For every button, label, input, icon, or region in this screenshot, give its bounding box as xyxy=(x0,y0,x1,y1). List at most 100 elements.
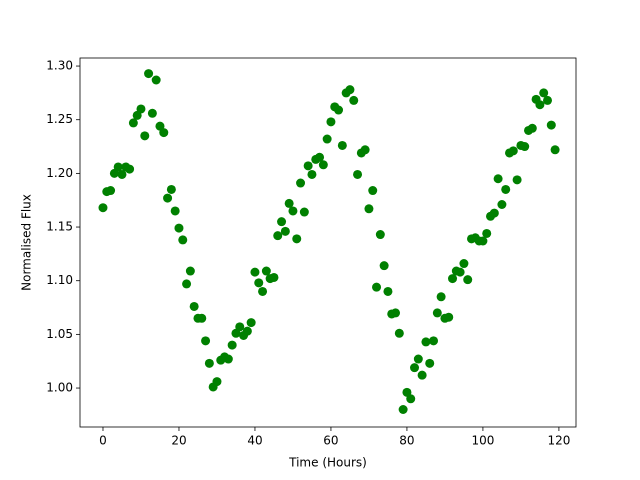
y-tick-label: 1.05 xyxy=(46,327,73,341)
data-point xyxy=(303,161,313,171)
data-point xyxy=(539,88,549,98)
data-point xyxy=(543,95,553,105)
data-point xyxy=(337,140,347,150)
data-point xyxy=(410,363,420,373)
data-point xyxy=(391,308,401,318)
data-point xyxy=(432,308,442,318)
data-point xyxy=(429,336,439,346)
data-point xyxy=(250,267,260,277)
data-point xyxy=(493,174,503,184)
data-point xyxy=(280,226,290,236)
data-point xyxy=(204,358,214,368)
data-point xyxy=(459,259,469,269)
data-point xyxy=(269,272,279,282)
data-point xyxy=(455,267,465,277)
data-point xyxy=(345,85,355,95)
data-point xyxy=(448,274,458,284)
data-point xyxy=(520,142,530,152)
x-tick-label: 40 xyxy=(247,434,262,448)
data-point xyxy=(463,275,473,285)
data-point xyxy=(413,354,423,364)
data-point xyxy=(284,198,294,208)
x-tick-label: 100 xyxy=(471,434,494,448)
data-point xyxy=(106,186,116,196)
data-point xyxy=(163,193,173,203)
data-point xyxy=(512,175,522,185)
data-point xyxy=(258,286,268,296)
data-point xyxy=(546,120,556,130)
data-point xyxy=(307,169,317,179)
data-point xyxy=(227,340,237,350)
x-tick-label: 0 xyxy=(99,434,107,448)
data-point xyxy=(246,318,256,328)
data-point xyxy=(497,200,507,210)
data-point xyxy=(182,279,192,289)
y-tick-label: 1.00 xyxy=(46,381,73,395)
data-point xyxy=(527,123,537,133)
y-tick-label: 1.20 xyxy=(46,166,73,180)
data-point xyxy=(398,405,408,415)
data-point xyxy=(242,326,252,336)
data-point xyxy=(128,118,138,128)
data-point xyxy=(508,146,518,156)
data-point xyxy=(273,231,283,241)
x-axis-label: Time (Hours) xyxy=(288,456,367,470)
data-point xyxy=(334,105,344,115)
data-point xyxy=(425,358,435,368)
data-point xyxy=(417,370,427,380)
data-point xyxy=(147,108,157,118)
data-point xyxy=(436,292,446,302)
data-point xyxy=(140,131,150,141)
data-point xyxy=(421,337,431,347)
data-point xyxy=(364,204,374,214)
data-point xyxy=(489,208,499,218)
x-tick-label: 60 xyxy=(323,434,338,448)
y-tick-label: 1.25 xyxy=(46,112,73,126)
data-point xyxy=(368,186,378,196)
y-axis-label: Normalised Flux xyxy=(20,194,34,291)
data-point xyxy=(322,134,332,144)
x-tick-label: 20 xyxy=(171,434,186,448)
data-point xyxy=(125,164,135,174)
data-point xyxy=(383,286,393,296)
data-point xyxy=(178,235,188,245)
data-point xyxy=(482,228,492,238)
data-point xyxy=(353,169,363,179)
data-point xyxy=(550,145,560,155)
y-tick-label: 1.10 xyxy=(46,273,73,287)
data-point xyxy=(201,336,211,346)
data-point xyxy=(501,184,511,194)
data-point xyxy=(444,312,454,322)
data-point xyxy=(478,236,488,246)
data-point xyxy=(223,354,233,364)
y-tick-label: 1.30 xyxy=(46,59,73,73)
data-point xyxy=(296,178,306,188)
data-point xyxy=(197,313,207,323)
x-tick-label: 120 xyxy=(547,434,570,448)
data-point xyxy=(360,145,370,155)
data-point xyxy=(136,104,146,114)
data-point xyxy=(349,95,359,105)
data-point xyxy=(212,377,222,387)
data-point xyxy=(166,184,176,194)
data-point xyxy=(315,152,325,162)
data-point xyxy=(98,203,108,213)
data-point xyxy=(406,394,416,404)
data-point xyxy=(277,217,287,227)
data-point xyxy=(292,234,302,244)
data-point xyxy=(170,206,180,216)
data-point xyxy=(326,117,336,127)
axes-frame xyxy=(79,57,577,428)
data-point xyxy=(117,169,127,179)
data-point xyxy=(235,322,245,332)
data-point xyxy=(318,160,328,170)
data-point xyxy=(144,69,154,79)
data-point xyxy=(185,266,195,276)
data-point xyxy=(254,278,264,288)
data-point xyxy=(159,128,169,138)
data-point xyxy=(372,282,382,292)
data-point xyxy=(113,162,123,172)
x-tick-label: 80 xyxy=(399,434,414,448)
